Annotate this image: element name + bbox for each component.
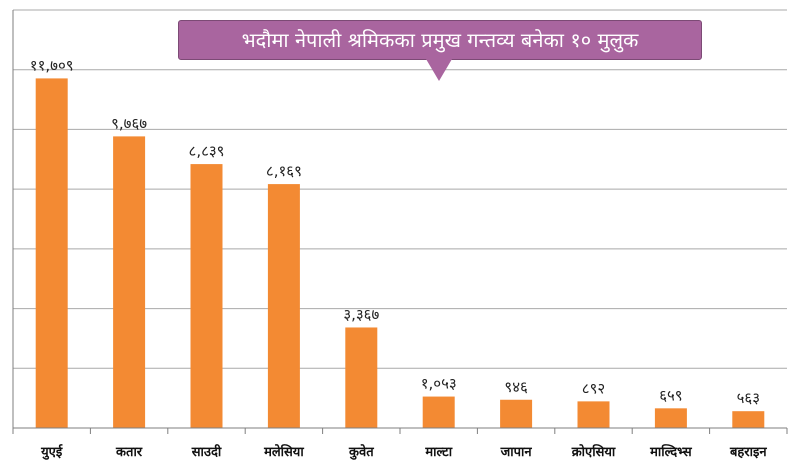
chart-title: भदौमा नेपाली श्रमिकका प्रमुख गन्तव्य बने… (178, 20, 702, 60)
data-label: ३,३६७ (343, 305, 379, 323)
bar (500, 399, 533, 428)
bar (267, 184, 300, 428)
bar (577, 401, 610, 428)
bar (113, 136, 146, 428)
labels: ११,७०९ युएई ९,७६७ कतार ८,८३९ साउदी ८,१६९ मलेसिय… (30, 56, 768, 460)
title-callout-pointer (426, 59, 452, 81)
data-label: १,०५३ (421, 375, 457, 393)
bar (732, 411, 765, 428)
data-label: ८,८३९ (189, 142, 225, 160)
bar (35, 78, 68, 429)
bar (654, 408, 687, 428)
bar (422, 396, 455, 428)
bar (345, 327, 378, 428)
x-tick-label: युएई (40, 444, 63, 460)
x-tick-label: मलेसिया (263, 444, 304, 460)
data-label: ११,७०९ (30, 56, 74, 74)
x-tick-label: माल्दिभ्स (649, 444, 693, 460)
x-tick-label: कतार (115, 445, 143, 460)
bars (35, 78, 765, 429)
x-tick-label: क्रोएसिया (571, 444, 616, 460)
data-label: ९४६ (504, 378, 528, 396)
data-label: ६५९ (659, 386, 682, 404)
bar (190, 164, 223, 428)
x-tick-label: साउदी (191, 444, 222, 460)
x-tick-label: बहराइन (729, 445, 767, 460)
x-tick-label: जापान (500, 445, 533, 460)
data-label: ९,७६७ (111, 114, 147, 132)
x-tick-label: माल्टा (424, 445, 452, 460)
axes (12, 10, 788, 434)
data-label: ५६३ (737, 389, 760, 407)
x-tick-label: कुवेत (348, 444, 374, 460)
data-label: ८९२ (582, 379, 605, 397)
data-label: ८,१६९ (266, 162, 302, 180)
